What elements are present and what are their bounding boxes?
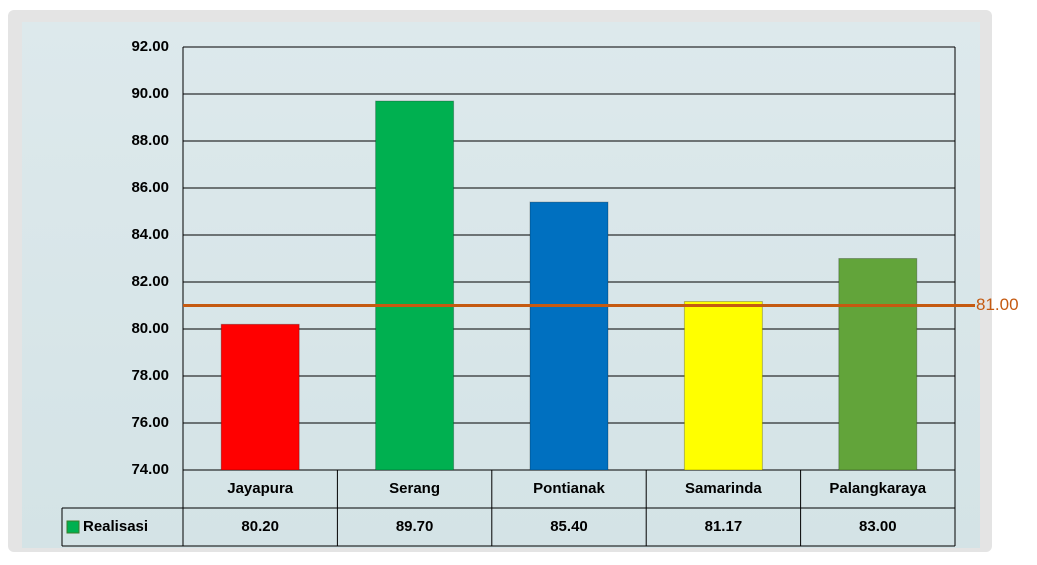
- bar: [683, 301, 763, 471]
- y-tick-label: 84.00: [131, 226, 169, 243]
- y-tick-label: 82.00: [131, 273, 169, 290]
- x-tick-label: Palangkaraya: [829, 480, 926, 497]
- value-label: 80.20: [241, 518, 279, 535]
- reference-label: 81.00: [976, 295, 1019, 314]
- y-tick-label: 90.00: [131, 85, 169, 102]
- y-tick-label: 78.00: [131, 367, 169, 384]
- x-tick-label: Serang: [389, 480, 440, 497]
- y-tick-label: 74.00: [131, 461, 169, 478]
- x-tick-label: Jayapura: [227, 480, 294, 497]
- bar: [529, 201, 609, 471]
- legend-label: Realisasi: [83, 518, 148, 535]
- value-label: 85.40: [550, 518, 588, 535]
- bar: [838, 258, 918, 471]
- bar: [375, 100, 455, 471]
- y-tick-label: 80.00: [131, 320, 169, 337]
- x-tick-label: Samarinda: [685, 480, 762, 497]
- bar: [220, 323, 300, 471]
- x-tick-label: Pontianak: [533, 480, 605, 497]
- y-tick-label: 92.00: [131, 38, 169, 55]
- value-label: 83.00: [859, 518, 897, 535]
- legend-key: [66, 520, 80, 534]
- y-tick-label: 86.00: [131, 179, 169, 196]
- y-tick-label: 76.00: [131, 414, 169, 431]
- plot-background: [22, 22, 980, 548]
- y-tick-label: 88.00: [131, 132, 169, 149]
- value-label: 81.17: [705, 518, 743, 535]
- value-label: 89.70: [396, 518, 434, 535]
